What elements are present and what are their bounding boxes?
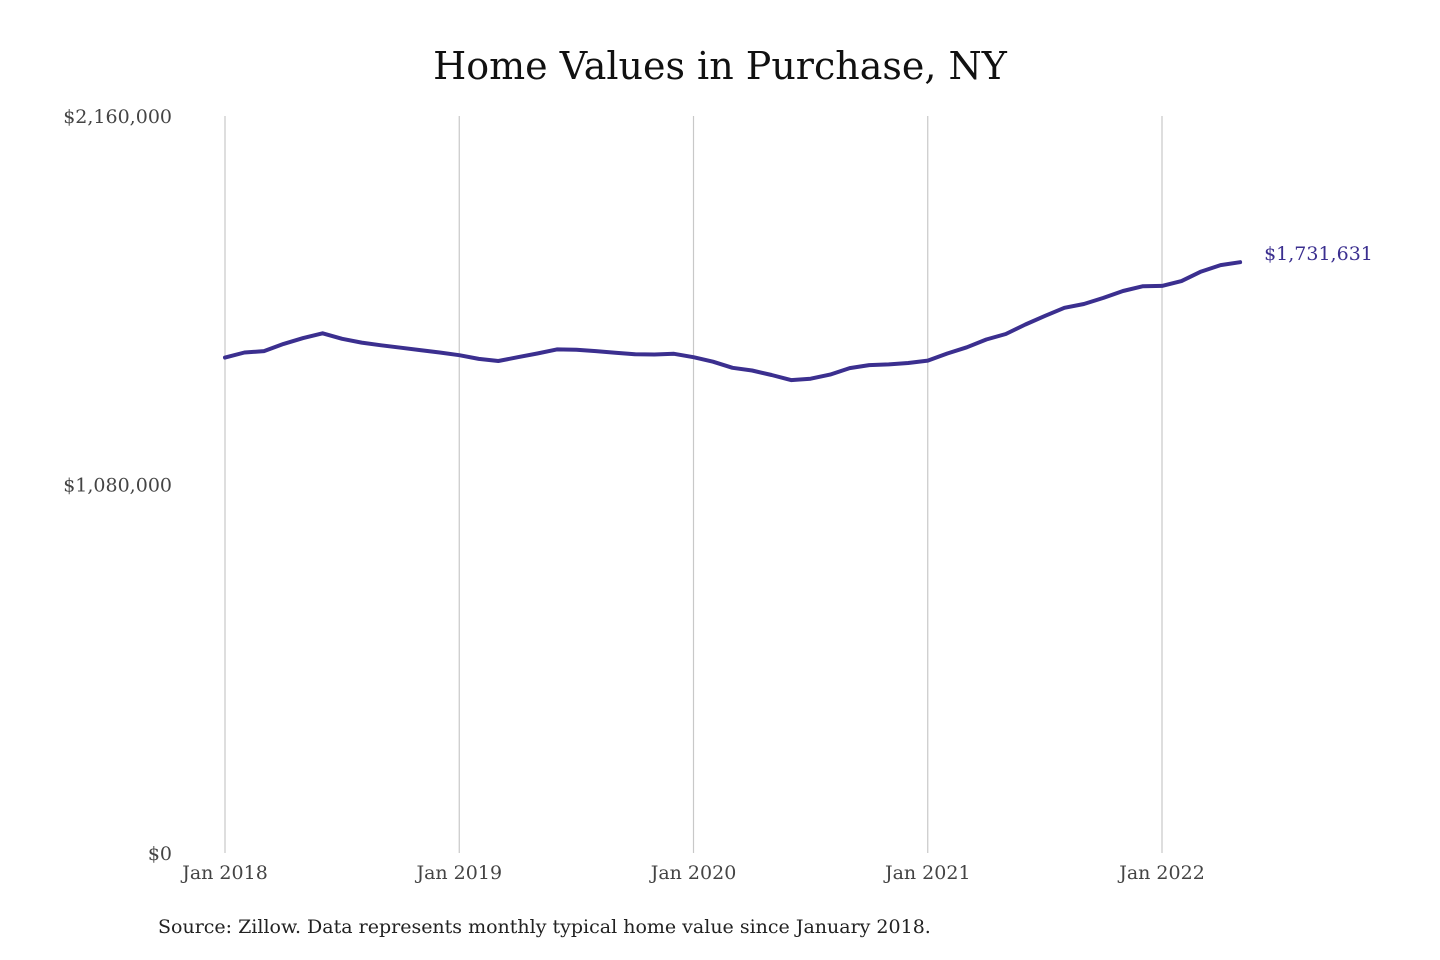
y-tick-label-1: $1,080,000 [63, 475, 172, 497]
end-value-label: $1,731,631 [1264, 243, 1373, 265]
x-tick-label-4: Jan 2022 [1117, 862, 1205, 884]
y-tick-label-2: $2,160,000 [63, 106, 172, 128]
series-line-0 [223, 260, 1243, 383]
y-tick-label-0: $0 [148, 843, 172, 865]
source-note: Source: Zillow. Data represents monthly … [158, 916, 931, 938]
chart-title: Home Values in Purchase, NY [433, 44, 1007, 88]
x-axis-ticks: Jan 2018 Jan 2019 Jan 2020 Jan 2021 Jan 2022 [180, 862, 1205, 884]
x-tick-label-2: Jan 2020 [649, 862, 737, 884]
x-tick-label-0: Jan 2018 [180, 862, 268, 884]
x-tick-label-1: Jan 2019 [414, 862, 502, 884]
gridlines [224, 116, 1163, 853]
y-axis-ticks: $0 $1,080,000 $2,160,000 [63, 106, 172, 865]
series [223, 260, 1243, 383]
annotations: $1,731,631 [1264, 243, 1373, 265]
x-tick-label-3: Jan 2021 [883, 862, 971, 884]
